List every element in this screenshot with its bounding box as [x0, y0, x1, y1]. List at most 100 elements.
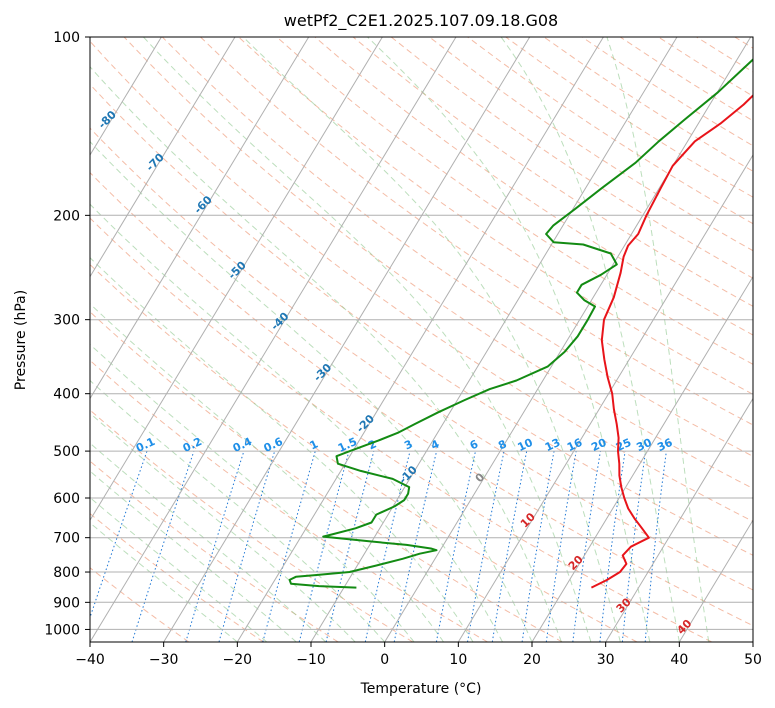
x-tick-label: 30: [597, 652, 615, 668]
moist-adiabat: [143, 37, 592, 642]
isotherm-label: 20: [566, 553, 586, 573]
mixing-ratio-label: 10: [516, 436, 536, 454]
isotherm-gridline: [90, 37, 310, 400]
dry-adiabat: [581, 37, 753, 147]
isotherm-gridline: [310, 37, 678, 642]
y-tick-label: 500: [53, 444, 80, 460]
isotherm-label: -60: [192, 193, 215, 216]
x-tick-label: 50: [744, 652, 762, 668]
dry-adiabat: [90, 217, 712, 642]
mixing-ratio-label: 13: [543, 436, 562, 454]
moist-adiabat: [90, 412, 356, 642]
y-axis-label: Pressure (hPa): [13, 290, 29, 390]
dry-adiabat: [90, 127, 753, 591]
dry-adiabat: [90, 263, 638, 642]
y-axis: 100 200 300 400 500 600 700 800 900 1000: [44, 30, 90, 638]
moist-adiabat: [367, 37, 651, 642]
x-tick-label: 20: [523, 652, 541, 668]
isotherm-label: 10: [518, 510, 538, 530]
x-tick-label: 10: [449, 652, 467, 668]
isotherm-gridline: [90, 37, 236, 278]
isotherm-gridline: [752, 641, 753, 642]
isotherm-gridline: [605, 397, 753, 642]
x-axis-label: Temperature (°C): [360, 681, 482, 697]
mixing-ratio-line: [262, 450, 316, 642]
dry-adiabat: [90, 171, 753, 627]
mixing-ratio-line: [621, 451, 647, 642]
isotherm-gridline: [236, 37, 604, 642]
dry-adiabat: [276, 37, 753, 365]
moist-adiabat: [90, 303, 445, 642]
x-tick-label: 40: [670, 652, 688, 668]
mixing-ratio-label: 30: [634, 436, 654, 454]
mixing-ratio-line: [185, 450, 245, 642]
mixing-ratio-label: 0.4: [231, 435, 254, 455]
mixing-ratio-line: [131, 450, 195, 642]
profiles: [288, 58, 753, 589]
mixing-ratio-line: [218, 450, 276, 642]
y-tick-label: 200: [53, 208, 80, 224]
mixing-ratio-label: 6: [468, 437, 481, 452]
mixing-ratio-line: [298, 450, 350, 642]
dewpoint-profile: [288, 58, 753, 589]
dry-adiabat: [90, 359, 488, 642]
isotherm-gridline: [0, 37, 14, 642]
x-tick-label: −10: [296, 652, 326, 668]
mixing-ratio-label: 20: [589, 436, 609, 454]
isotherm-gridline: [457, 154, 753, 642]
y-tick-label: 700: [53, 531, 80, 547]
moist-adiabat: [90, 442, 327, 642]
dry-adiabat: [390, 37, 753, 279]
y-tick-label: 300: [53, 313, 80, 329]
isotherm-gridline: [384, 37, 752, 642]
mixing-ratio-line: [599, 451, 626, 642]
moist-adiabat: [500, 37, 680, 642]
dry-adiabat: [90, 311, 563, 642]
moist-adiabat: [242, 37, 621, 642]
moist-adiabat: [90, 203, 503, 642]
dry-adiabat: [734, 37, 753, 49]
x-tick-label: −40: [75, 652, 105, 668]
y-tick-label: 1000: [44, 622, 80, 638]
isotherm-label: -50: [226, 258, 249, 281]
isotherm-label: 40: [674, 617, 694, 637]
x-tick-label: −20: [223, 652, 253, 668]
isotherm-gridline: [531, 275, 753, 642]
x-tick-label: −30: [149, 652, 179, 668]
mixing-ratio-line: [644, 451, 667, 642]
x-tick-label: 0: [380, 652, 389, 668]
moist-adiabat: [90, 256, 474, 642]
dry-adiabat: [161, 37, 753, 457]
plot-frame: [89, 36, 754, 643]
y-tick-label: 400: [53, 387, 80, 403]
moist-adiabat: [606, 37, 710, 642]
moist-adiabat: [90, 343, 415, 642]
y-tick-label: 900: [53, 595, 80, 611]
mixing-ratio-label: 36: [655, 436, 675, 454]
isotherm-label: -70: [144, 150, 167, 173]
background-reference-lines: [90, 37, 753, 642]
mixing-ratio-line: [545, 451, 577, 642]
y-tick-label: 600: [53, 491, 80, 507]
moist-adiabat: [90, 140, 533, 642]
isotherm-label: -20: [354, 412, 377, 435]
dry-adiabat: [90, 512, 264, 642]
grid: [0, 37, 753, 642]
dry-adiabat: [90, 567, 190, 642]
moist-adiabat: [90, 522, 238, 642]
mixing-ratio-line: [325, 450, 375, 642]
mixing-ratio-label: 0.1: [134, 435, 157, 455]
mixing-ratio-label: 16: [565, 436, 585, 454]
isotherm-gridline: [90, 37, 162, 156]
x-axis: −40 −30 −20 −10 0 10 20 30 40 50: [75, 642, 762, 668]
mixing-ratio-label: 4: [429, 437, 442, 452]
dry-adiabat: [200, 37, 753, 426]
mixing-ratio-label: 0.6: [262, 435, 285, 455]
isotherm-label: 30: [614, 595, 634, 615]
dry-adiabat: [619, 37, 753, 122]
isotherm-gridline: [90, 37, 457, 642]
moist-adiabat: [90, 470, 297, 642]
temperature-profile: [590, 94, 753, 589]
y-tick-label: 100: [53, 30, 80, 46]
isotherm-gridline: [163, 37, 531, 642]
